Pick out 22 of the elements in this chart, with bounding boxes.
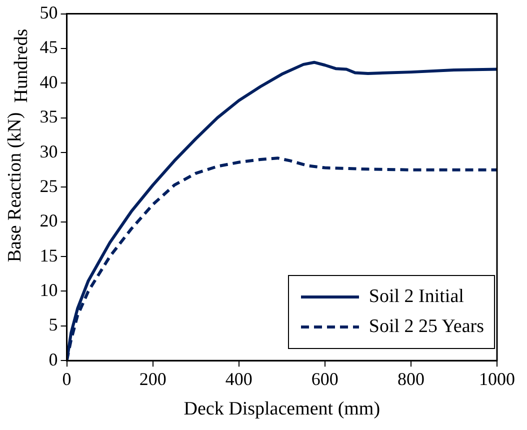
y-tick-label: 35 [40,106,58,127]
legend-label: Soil 2 25 Years [368,314,484,339]
y-tick-label: 40 [40,72,58,92]
x-tick-label: 800 [397,369,424,390]
y-axis-title: Base Reaction (kN) [4,112,26,262]
y-tick-label: 5 [48,314,58,335]
y-tick-label: 15 [40,245,58,266]
x-tick-label: 200 [139,369,166,390]
y-tick-label: 45 [40,37,58,58]
x-tick-label: 0 [62,369,72,390]
x-tick-label: 400 [225,369,252,390]
legend-label: Soil 2 Initial [368,284,464,309]
x-tick-label: 600 [311,369,338,390]
y-tick-label: 0 [48,349,58,370]
y-tick-label: 20 [40,210,58,231]
y-tick-label: 10 [40,280,58,300]
x-axis-title: Deck Displacement (mm) [184,398,380,420]
y-tick-label: 30 [40,141,58,162]
text: Hundreds [10,28,32,103]
y-tick-label: 50 [40,2,58,23]
x-tick-label: 1000 [479,369,515,390]
y-tick-label: 25 [40,176,58,196]
